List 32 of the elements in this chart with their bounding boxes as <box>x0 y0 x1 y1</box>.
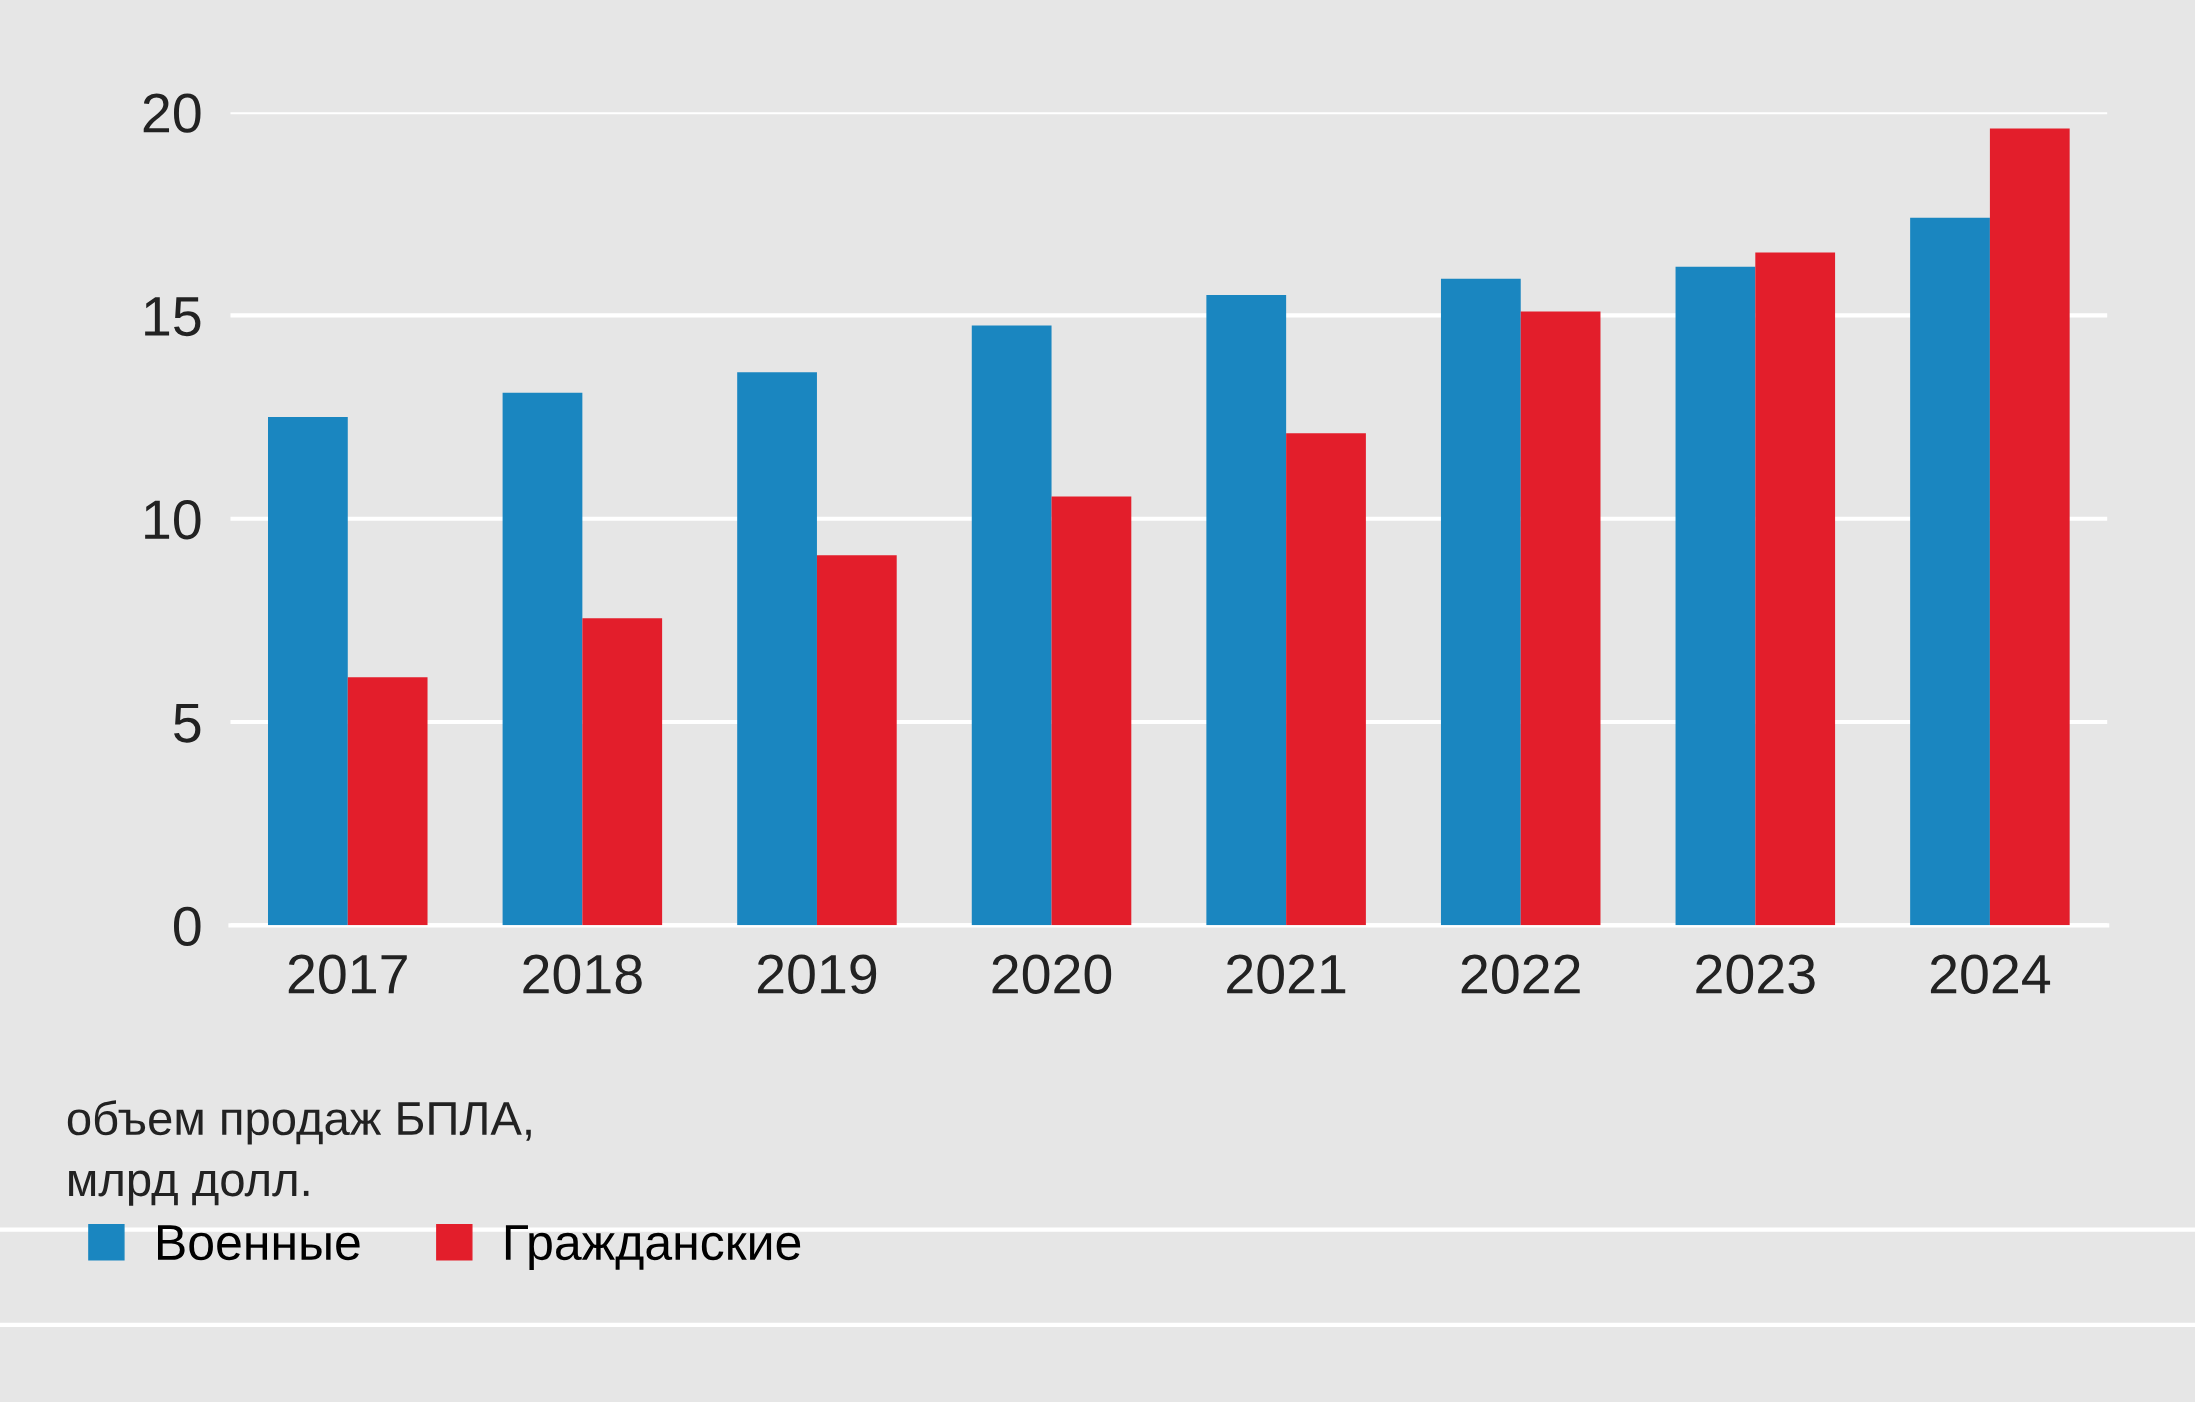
y-tick-label: 20 <box>143 93 201 133</box>
bar <box>1520 311 1601 926</box>
y-axis-title: объем продаж БПЛА, млрд долл. <box>67 1100 531 1206</box>
x-tick-label: 2024 <box>1930 954 2051 994</box>
bar <box>971 325 1052 926</box>
y-tick-label: 15 <box>145 297 201 337</box>
legend-label: Военные <box>158 1225 360 1261</box>
bar <box>1206 295 1287 926</box>
bar <box>1440 278 1521 926</box>
bar <box>816 555 897 926</box>
bar <box>502 392 583 926</box>
bar <box>1989 128 2070 926</box>
bar <box>268 417 348 926</box>
x-tick-label: 2020 <box>992 954 1112 994</box>
bar <box>1051 496 1132 926</box>
bar <box>1675 266 1756 926</box>
bar <box>737 372 817 926</box>
y-tick-label: 10 <box>145 500 201 540</box>
bar <box>347 677 428 926</box>
bar <box>582 618 663 926</box>
bar <box>1755 252 1836 926</box>
x-tick-label: 2023 <box>1696 954 1815 994</box>
bar <box>1910 217 1990 926</box>
x-tick-label: 2021 <box>1227 954 1346 994</box>
y-tick-label: 5 <box>174 703 201 743</box>
x-tick-label: 2019 <box>757 954 877 994</box>
legend-label: Гражданские <box>505 1225 801 1271</box>
x-tick-label: 2017 <box>288 954 407 994</box>
x-tick-label: 2018 <box>523 954 642 994</box>
x-tick-label: 2022 <box>1461 954 1580 994</box>
bar <box>1286 433 1366 926</box>
y-tick-label: 0 <box>173 906 201 946</box>
